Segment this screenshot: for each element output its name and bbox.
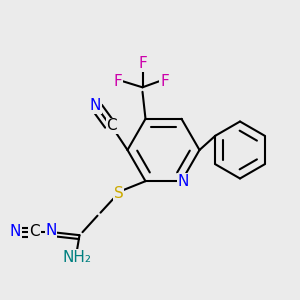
Text: C: C [106,118,117,134]
Text: F: F [160,74,169,89]
Text: N: N [177,174,189,189]
Text: F: F [138,56,147,71]
Text: N: N [45,223,57,238]
Text: N: N [10,224,21,239]
Text: N: N [89,98,101,113]
Text: C: C [29,224,40,239]
Text: NH₂: NH₂ [62,250,91,265]
Text: F: F [113,74,122,89]
Text: S: S [114,186,123,201]
